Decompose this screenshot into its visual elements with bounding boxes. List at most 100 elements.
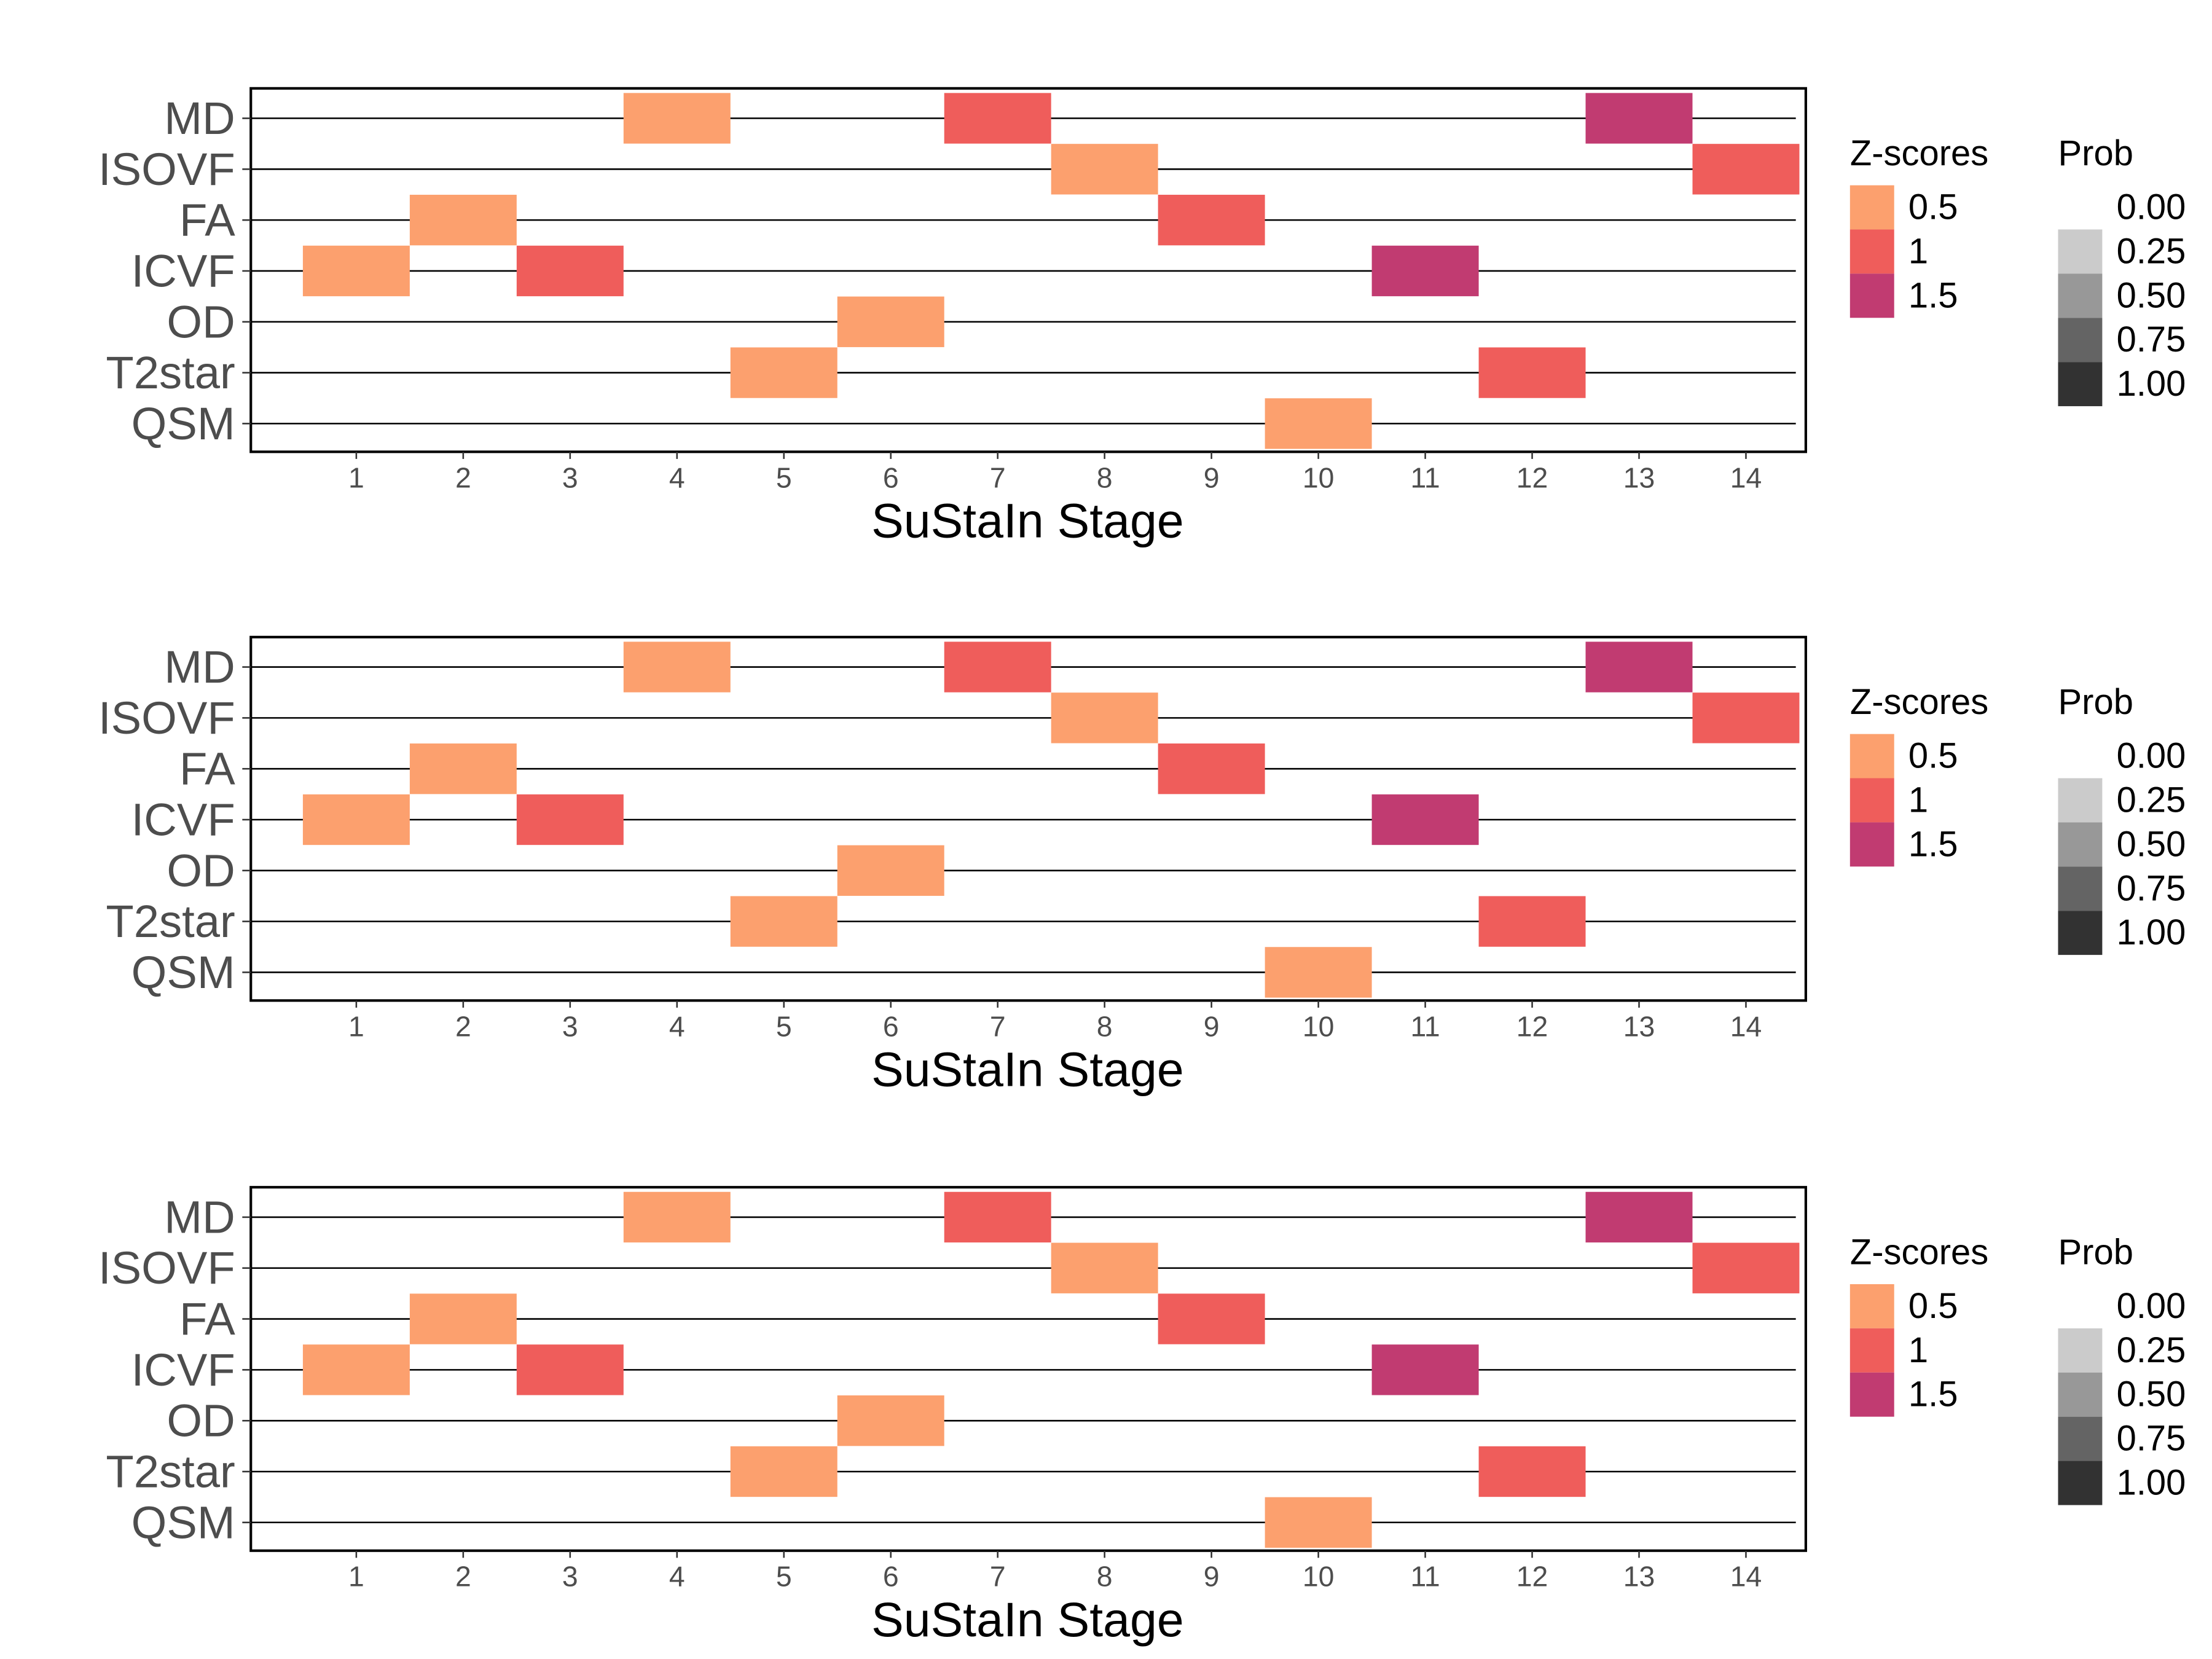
x-tick-label-13: 13 <box>1623 1561 1655 1593</box>
x-tick-label-6: 6 <box>883 1010 899 1042</box>
legend-key-0.25 <box>2058 1328 2103 1373</box>
legend-key-0.75 <box>2058 866 2103 911</box>
x-tick-label-8: 8 <box>1097 1010 1113 1042</box>
legend-label-0.5: 0.5 <box>1908 188 1958 227</box>
legend-label-0.50: 0.50 <box>2117 825 2186 864</box>
x-axis-title: SuStaIn Stage <box>871 1043 1184 1097</box>
legend-key-1.00 <box>2058 911 2103 955</box>
x-tick-label-10: 10 <box>1303 461 1335 493</box>
legend-label-1: 1 <box>1908 1331 1928 1370</box>
cell-T2star-stage-5 <box>730 896 837 947</box>
legend-title: Prob <box>2058 683 2133 722</box>
legend-title: Z-scores <box>1850 683 1988 722</box>
x-tick-label-1: 1 <box>348 1561 364 1593</box>
legend-label-1.5: 1.5 <box>1908 825 1958 864</box>
cell-FA-stage-9 <box>1158 194 1265 246</box>
x-tick-label-4: 4 <box>669 1010 685 1042</box>
cell-ISOVF-stage-8 <box>1051 692 1158 743</box>
x-tick-label-12: 12 <box>1516 461 1548 493</box>
legend-label-0.00: 0.00 <box>2117 737 2186 776</box>
cell-ISOVF-stage-14 <box>1692 692 1800 743</box>
legend-label-0.5: 0.5 <box>1908 737 1958 776</box>
cell-MD-stage-13 <box>1585 641 1693 692</box>
legend-title: Z-scores <box>1850 1233 1988 1272</box>
legend-z-scores: Z-scores 0.5 1 1.5 <box>1849 134 1988 318</box>
legend-label-0.50: 0.50 <box>2117 276 2186 315</box>
legend-label-1.5: 1.5 <box>1908 276 1958 315</box>
cell-FA-stage-9 <box>1158 743 1265 794</box>
cell-OD-stage-6 <box>837 296 944 347</box>
legend-label-1: 1 <box>1908 232 1928 271</box>
y-label-MD: MD <box>164 641 235 692</box>
y-label-ISOVF: ISOVF <box>98 692 235 743</box>
x-tick-label-7: 7 <box>990 461 1006 493</box>
legend-label-0.00: 0.00 <box>2117 1287 2186 1326</box>
x-tick-label-6: 6 <box>883 461 899 493</box>
x-tick-label-12: 12 <box>1516 1010 1548 1042</box>
legend-z-scores: Z-scores 0.5 1 1.5 <box>1849 683 1988 867</box>
y-label-T2star: T2star <box>106 347 235 398</box>
cell-ISOVF-stage-8 <box>1051 1242 1158 1293</box>
legend-key-0.50 <box>2058 822 2103 867</box>
x-axis-title: SuStaIn Stage <box>871 1593 1184 1647</box>
x-tick-label-1: 1 <box>348 1010 364 1042</box>
cell-QSM-stage-10 <box>1265 398 1372 449</box>
legend-key-0.5 <box>1849 1284 1894 1328</box>
x-tick-label-10: 10 <box>1303 1561 1335 1593</box>
legend-label-0.25: 0.25 <box>2117 780 2186 820</box>
legend-key-1.5 <box>1849 273 1894 318</box>
legend-key-1.00 <box>2058 1461 2103 1505</box>
cell-ICVF-stage-11 <box>1371 794 1479 845</box>
x-tick-label-9: 9 <box>1204 1010 1220 1042</box>
cell-MD-stage-7 <box>944 641 1051 692</box>
x-tick-label-9: 9 <box>1204 1561 1220 1593</box>
cell-OD-stage-6 <box>837 1395 944 1446</box>
x-tick-label-11: 11 <box>1411 1561 1440 1593</box>
legend-key-0.00 <box>2058 1284 2103 1328</box>
x-tick-label-13: 13 <box>1623 1010 1655 1042</box>
y-label-OD: OD <box>167 1395 235 1446</box>
legend-label-0.25: 0.25 <box>2117 1331 2186 1370</box>
cell-MD-stage-7 <box>944 1191 1051 1243</box>
x-tick-label-3: 3 <box>562 1561 578 1593</box>
legend-label-1.00: 1.00 <box>2117 913 2186 952</box>
x-tick-label-9: 9 <box>1204 461 1220 493</box>
x-tick-label-11: 11 <box>1411 461 1440 493</box>
plot-frame <box>249 635 1808 1002</box>
cell-T2star-stage-12 <box>1478 896 1586 947</box>
legend-key-0.00 <box>2058 185 2103 230</box>
cell-QSM-stage-10 <box>1265 1497 1372 1548</box>
legend-key-0.5 <box>1849 185 1894 230</box>
y-label-FA: FA <box>179 195 235 246</box>
legend-label-1.00: 1.00 <box>2117 364 2186 404</box>
x-tick-label-8: 8 <box>1097 461 1113 493</box>
x-tick-label-1: 1 <box>348 461 364 493</box>
y-label-ICVF: ICVF <box>131 794 235 845</box>
x-tick-label-12: 12 <box>1516 1561 1548 1593</box>
x-tick-label-13: 13 <box>1623 461 1655 493</box>
cell-MD-stage-4 <box>623 641 731 692</box>
x-tick-label-7: 7 <box>990 1010 1006 1042</box>
y-label-FA: FA <box>179 1293 235 1344</box>
legend-label-0.75: 0.75 <box>2117 1419 2186 1459</box>
cell-ICVF-stage-1 <box>302 794 410 845</box>
y-label-ISOVF: ISOVF <box>98 144 235 195</box>
y-label-MD: MD <box>164 93 235 144</box>
legend-key-1 <box>1849 778 1894 823</box>
legend-z-scores: Z-scores 0.5 1 1.5 <box>1849 1233 1988 1417</box>
x-tick-label-8: 8 <box>1097 1561 1113 1593</box>
cell-MD-stage-7 <box>944 93 1051 144</box>
y-label-MD: MD <box>164 1191 235 1242</box>
y-label-QSM: QSM <box>131 398 235 449</box>
cell-MD-stage-13 <box>1585 93 1693 144</box>
legend-label-1.00: 1.00 <box>2117 1464 2186 1503</box>
x-tick-label-4: 4 <box>669 461 685 493</box>
y-label-ICVF: ICVF <box>131 1344 235 1395</box>
plot-frame <box>249 1186 1808 1552</box>
y-label-T2star: T2star <box>106 1446 235 1497</box>
cell-T2star-stage-5 <box>730 347 837 398</box>
cell-ICVF-stage-3 <box>516 794 624 845</box>
legend-label-0.75: 0.75 <box>2117 320 2186 359</box>
